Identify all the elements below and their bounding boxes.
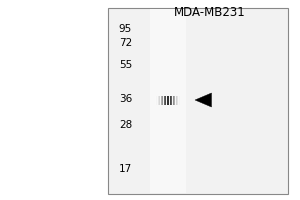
Polygon shape xyxy=(195,93,211,107)
Text: MDA-MB231: MDA-MB231 xyxy=(174,6,246,20)
Bar xyxy=(108,8,288,194)
Text: 28: 28 xyxy=(119,120,132,130)
Bar xyxy=(150,9,186,193)
Text: 36: 36 xyxy=(119,94,132,104)
Text: 55: 55 xyxy=(119,60,132,70)
Text: 17: 17 xyxy=(119,164,132,174)
Text: 72: 72 xyxy=(119,38,132,48)
Text: 95: 95 xyxy=(119,24,132,34)
